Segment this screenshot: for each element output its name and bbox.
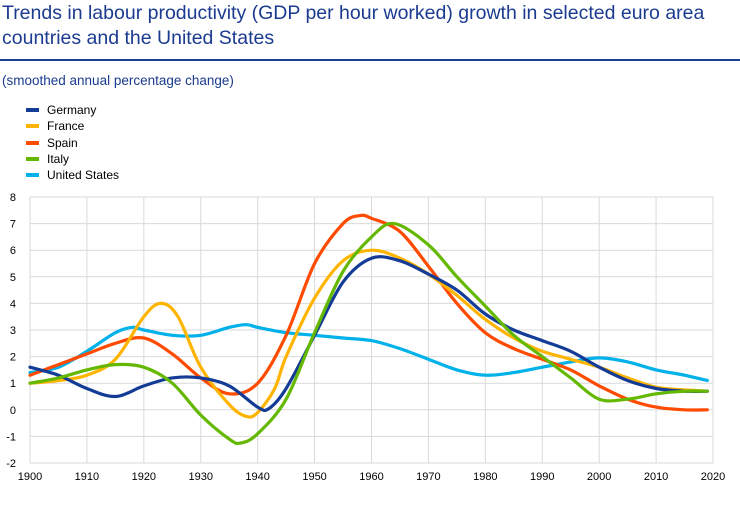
series-line-italy bbox=[28, 221, 709, 446]
chart-subtitle: (smoothed annual percentage change) bbox=[2, 73, 234, 88]
chart-title: Trends in labour productivity (GDP per h… bbox=[2, 2, 705, 49]
legend-label: Italy bbox=[47, 152, 70, 167]
series-line-spain bbox=[28, 213, 709, 412]
x-tick-label: 2010 bbox=[644, 471, 668, 483]
x-tick-label: 1970 bbox=[416, 471, 440, 483]
legend-swatch bbox=[26, 157, 39, 162]
series-line-france bbox=[28, 248, 709, 419]
y-tick-label: 7 bbox=[10, 219, 16, 231]
x-tick-label: 2000 bbox=[587, 471, 611, 483]
legend-item: Italy bbox=[26, 151, 119, 167]
legend-swatch bbox=[26, 173, 39, 178]
x-tick-label: 1920 bbox=[132, 471, 156, 483]
y-tick-label: 0 bbox=[10, 405, 16, 417]
legend-swatch bbox=[26, 108, 39, 113]
x-tick-label: 1930 bbox=[189, 471, 213, 483]
x-tick-label: 1990 bbox=[530, 471, 554, 483]
legend-item: Spain bbox=[26, 135, 119, 151]
x-tick-label: 1910 bbox=[75, 471, 99, 483]
y-tick-label: 3 bbox=[10, 325, 16, 337]
y-tick-label: 6 bbox=[10, 245, 16, 257]
y-tick-label: -2 bbox=[6, 458, 16, 470]
legend-label: Germany bbox=[47, 103, 97, 118]
legend-swatch bbox=[26, 140, 39, 145]
x-tick-label: 2020 bbox=[701, 471, 725, 483]
axes: -2 -1 0 1 2 3 4 5 6 7 8 1900 1910 1920 1930 1940 1950 196… bbox=[6, 192, 725, 483]
x-tick-label: 1940 bbox=[245, 471, 269, 483]
legend-label: Spain bbox=[47, 135, 78, 150]
x-tick-label: 1950 bbox=[302, 471, 326, 483]
x-tick-label: 1900 bbox=[18, 471, 42, 483]
legend-item: United States bbox=[26, 167, 119, 183]
legend-label: United States bbox=[47, 168, 120, 183]
y-tick-label: -1 bbox=[6, 431, 16, 443]
x-tick-label: 1960 bbox=[359, 471, 383, 483]
y-tick-label: 2 bbox=[10, 352, 16, 364]
y-tick-label: 8 bbox=[10, 192, 16, 204]
legend-item: France bbox=[26, 118, 119, 134]
legend-label: France bbox=[47, 119, 85, 134]
x-tick-label: 1980 bbox=[473, 471, 497, 483]
legend-swatch bbox=[26, 124, 39, 129]
legend-item: Germany bbox=[26, 102, 119, 118]
y-tick-label: 1 bbox=[10, 378, 16, 390]
y-tick-label: 4 bbox=[10, 298, 16, 310]
y-tick-label: 5 bbox=[10, 272, 16, 284]
legend: Germany France Spain Italy United States bbox=[26, 102, 119, 183]
series-lines bbox=[28, 213, 709, 446]
series-line-germany bbox=[28, 255, 709, 413]
title-rule bbox=[0, 59, 740, 61]
